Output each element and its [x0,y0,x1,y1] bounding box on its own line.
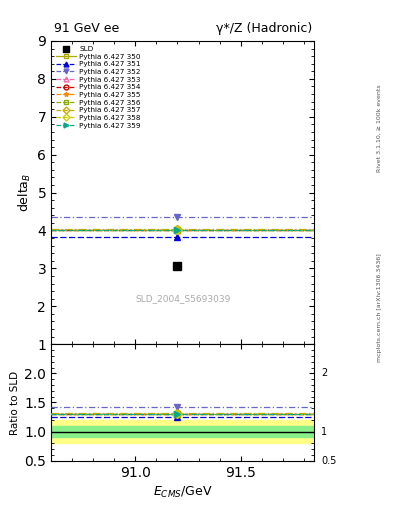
Y-axis label: delta$_B$: delta$_B$ [17,173,33,212]
Bar [51,420,314,443]
Text: 91 GeV ee: 91 GeV ee [54,22,119,35]
Text: 1: 1 [321,426,327,437]
Text: mcplots.cern.ch [arXiv:1306.3436]: mcplots.cern.ch [arXiv:1306.3436] [377,253,382,361]
Text: 0.5: 0.5 [321,456,336,466]
Y-axis label: Ratio to SLD: Ratio to SLD [10,370,20,435]
X-axis label: $E_{CMS}$/GeV: $E_{CMS}$/GeV [153,485,213,500]
Text: SLD_2004_S5693039: SLD_2004_S5693039 [135,294,230,303]
Text: Rivet 3.1.10, ≥ 100k events: Rivet 3.1.10, ≥ 100k events [377,84,382,172]
Legend: SLD, Pythia 6.427 350, Pythia 6.427 351, Pythia 6.427 352, Pythia 6.427 353, Pyt: SLD, Pythia 6.427 350, Pythia 6.427 351,… [54,44,143,131]
Bar [51,426,314,437]
Text: γ*/Z (Hadronic): γ*/Z (Hadronic) [215,22,312,35]
Text: 2: 2 [321,368,327,378]
